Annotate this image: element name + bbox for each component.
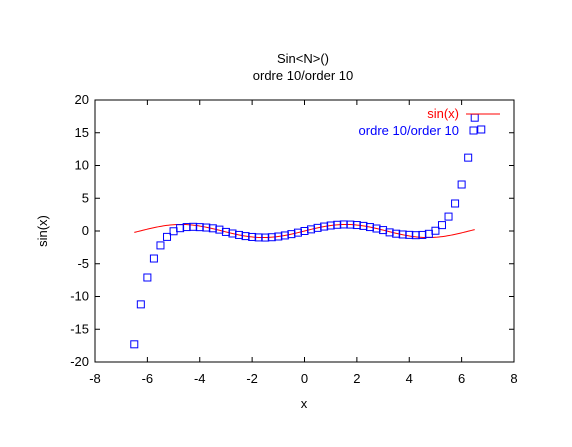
data-point <box>149 254 158 263</box>
y-axis-label: sin(x) <box>35 215 50 247</box>
data-point <box>130 340 139 349</box>
x-axis: -8 -6 -4 -2 0 2 4 6 8 <box>89 100 518 386</box>
series-markers-order10 <box>130 113 486 349</box>
y-tick-label: -20 <box>70 354 89 369</box>
legend: sin(x) ordre 10/order 10 <box>359 106 500 138</box>
data-point <box>169 227 178 236</box>
data-point <box>405 230 414 239</box>
data-point <box>451 199 460 208</box>
y-tick-label: -15 <box>70 321 89 336</box>
x-tick-label: 0 <box>301 371 308 386</box>
x-tick-label: 6 <box>458 371 465 386</box>
data-point <box>176 224 185 233</box>
x-tick-label: 2 <box>353 371 360 386</box>
x-tick-label: -4 <box>194 371 206 386</box>
data-point <box>189 222 198 231</box>
y-tick-label: 0 <box>82 223 89 238</box>
y-axis: -20 -15 -10 -5 0 5 10 15 20 <box>70 92 514 369</box>
data-point <box>143 273 152 282</box>
series-line-sin <box>134 223 475 239</box>
legend-label-order10: ordre 10/order 10 <box>359 123 459 138</box>
y-tick-label: -10 <box>70 289 89 304</box>
data-point <box>477 125 486 134</box>
x-tick-label: 4 <box>406 371 413 386</box>
y-tick-label: 5 <box>82 190 89 205</box>
x-tick-label: -2 <box>246 371 258 386</box>
data-point <box>437 221 446 230</box>
y-tick-label: -5 <box>77 256 89 271</box>
data-point <box>163 232 172 241</box>
chart-subtitle: ordre 10/order 10 <box>253 68 353 83</box>
chart-title: Sin<N>() <box>277 51 329 66</box>
data-point <box>195 223 204 232</box>
data-point <box>457 180 466 189</box>
x-tick-label: -6 <box>142 371 154 386</box>
legend-swatch-order10 <box>469 126 478 135</box>
y-tick-label: 10 <box>75 158 89 173</box>
data-point <box>444 212 453 221</box>
data-point <box>136 300 145 309</box>
data-point <box>470 113 479 122</box>
x-tick-label: 8 <box>510 371 517 386</box>
data-point <box>464 153 473 162</box>
x-tick-label: -8 <box>89 371 101 386</box>
y-tick-label: 20 <box>75 92 89 107</box>
data-point <box>424 229 433 238</box>
legend-label-sin: sin(x) <box>427 106 459 121</box>
data-point <box>411 231 420 240</box>
data-point <box>431 226 440 235</box>
y-tick-label: 15 <box>75 125 89 140</box>
data-point <box>156 241 165 250</box>
x-axis-label: x <box>301 396 308 411</box>
